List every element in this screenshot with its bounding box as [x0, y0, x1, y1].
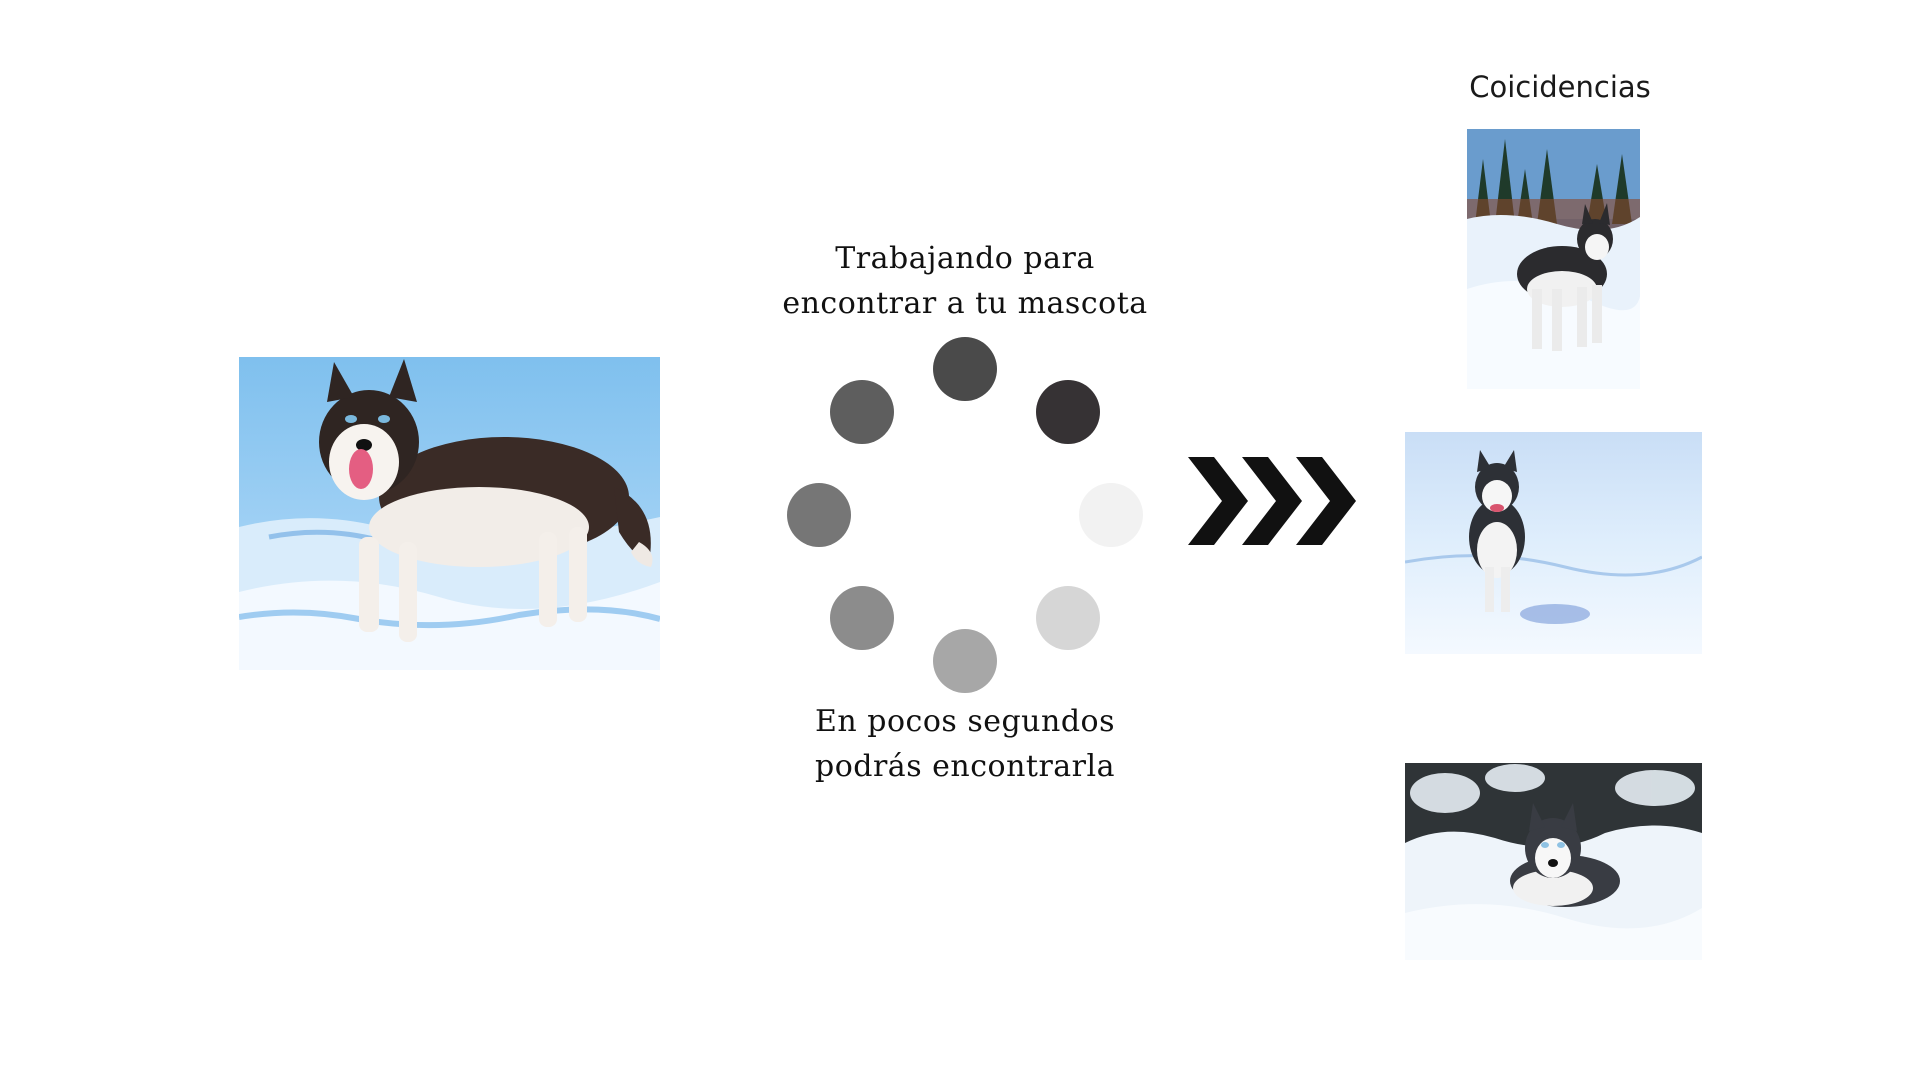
source-pet-photo — [239, 357, 660, 670]
wait-message-line-2: podrás encontrarla — [815, 749, 1115, 784]
working-message: Trabajando para encontrar a tu mascota — [715, 236, 1215, 326]
spinner-dot — [1036, 380, 1100, 444]
triple-chevron-right-icon — [1188, 457, 1358, 545]
spinner-dot — [1079, 483, 1143, 547]
loading-spinner-icon — [785, 335, 1145, 695]
match-photo-1[interactable] — [1467, 129, 1640, 389]
working-message-line-1: Trabajando para — [835, 241, 1095, 276]
spinner-dot — [830, 586, 894, 650]
match-photo-3[interactable] — [1405, 763, 1702, 960]
spinner-dot — [933, 629, 997, 693]
wait-message: En pocos segundos podrás encontrarla — [715, 699, 1215, 789]
match-photo-2[interactable] — [1405, 432, 1702, 654]
spinner-dot — [933, 337, 997, 401]
working-message-line-2: encontrar a tu mascota — [782, 286, 1148, 321]
wait-message-line-1: En pocos segundos — [815, 704, 1115, 739]
spinner-dot — [787, 483, 851, 547]
spinner-dot — [1036, 586, 1100, 650]
matches-title: Coicidencias — [1469, 70, 1651, 104]
spinner-dot — [830, 380, 894, 444]
